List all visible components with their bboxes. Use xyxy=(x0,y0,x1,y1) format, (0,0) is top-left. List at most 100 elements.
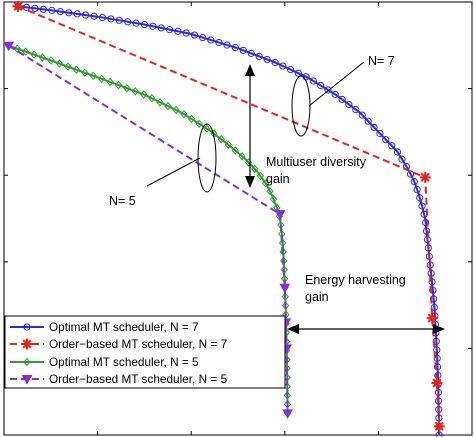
n7-label: N= 7 xyxy=(368,54,395,68)
data-point xyxy=(433,363,442,371)
data-point xyxy=(123,83,131,93)
n5-label: N= 5 xyxy=(109,194,136,208)
data-point xyxy=(283,400,292,409)
data-point xyxy=(231,146,239,155)
data-point xyxy=(247,49,255,57)
data-point xyxy=(263,55,271,64)
data-point xyxy=(215,38,223,47)
data-point xyxy=(48,6,56,14)
data-point xyxy=(199,33,207,42)
data-point xyxy=(131,87,140,96)
data-point xyxy=(174,27,182,35)
data-point xyxy=(269,195,278,204)
data-point xyxy=(172,105,180,115)
data-point xyxy=(266,186,274,196)
legend-label: Optimal MT scheduler, N = 7 xyxy=(49,320,199,334)
data-point xyxy=(187,114,196,124)
data-point xyxy=(164,101,172,111)
data-point xyxy=(81,68,89,77)
data-point xyxy=(82,11,90,19)
data-point xyxy=(239,46,247,54)
axis-ticks xyxy=(4,2,472,435)
asterisk-stroke xyxy=(432,378,442,388)
data-point xyxy=(433,420,445,432)
data-point xyxy=(352,105,360,114)
data-point xyxy=(256,171,265,181)
data-point xyxy=(294,69,302,77)
series-line xyxy=(8,44,289,414)
data-point xyxy=(251,164,259,174)
data-point xyxy=(3,41,15,52)
data-point xyxy=(406,170,415,178)
data-point xyxy=(39,5,48,13)
annotation-layer: N= 7 N= 5 Multiuser diversity gain Energ… xyxy=(109,54,445,334)
asterisk-stroke xyxy=(420,172,430,182)
data-point xyxy=(364,117,372,125)
legend-marker xyxy=(23,323,31,331)
data-point xyxy=(281,292,289,301)
asterisk-stroke xyxy=(22,339,32,349)
data-point xyxy=(106,77,114,87)
series-1 xyxy=(12,0,445,432)
data-point xyxy=(223,41,231,49)
data-point xyxy=(31,4,39,12)
n5-pointer xyxy=(146,157,201,187)
asterisk-stroke xyxy=(434,421,444,431)
data-point xyxy=(203,124,211,133)
data-point xyxy=(376,129,384,138)
data-point xyxy=(338,95,346,103)
data-point xyxy=(65,9,73,17)
energy-gain-label-2: gain xyxy=(305,290,329,304)
data-point xyxy=(140,90,148,99)
data-point xyxy=(90,12,98,20)
multiuser-gain-label-2: gain xyxy=(266,172,290,186)
data-point xyxy=(165,26,174,34)
data-point xyxy=(426,312,438,324)
data-point xyxy=(124,18,132,26)
legend-entry-order-n7: Order−based MT scheduler, N = 7 xyxy=(10,337,227,351)
legend-marker xyxy=(23,357,31,367)
n7-pointer xyxy=(308,61,365,107)
data-point xyxy=(422,227,431,235)
data-point xyxy=(345,100,353,109)
data-point xyxy=(416,194,424,202)
data-point xyxy=(429,286,437,294)
data-point xyxy=(224,140,233,149)
data-point xyxy=(195,119,203,129)
data-point xyxy=(182,29,190,37)
data-point xyxy=(140,20,149,29)
data-point xyxy=(274,210,286,220)
data-point xyxy=(30,50,38,59)
data-point xyxy=(115,16,123,24)
data-point xyxy=(309,77,318,85)
data-point xyxy=(317,81,325,90)
data-point xyxy=(231,43,239,52)
data-point xyxy=(55,59,64,68)
legend-box xyxy=(4,315,286,389)
asterisk-stroke xyxy=(427,313,437,323)
legend: Optimal MT scheduler, N = 7 Order−based … xyxy=(4,315,286,389)
data-point xyxy=(107,15,115,23)
data-point xyxy=(433,346,441,354)
data-point xyxy=(72,65,81,74)
data-point xyxy=(419,171,431,183)
data-point xyxy=(430,303,438,311)
data-point xyxy=(393,148,402,156)
data-point xyxy=(413,186,421,194)
multiuser-gain-arrowhead-bottom xyxy=(245,176,255,188)
data-point xyxy=(382,136,390,144)
data-point xyxy=(433,354,441,362)
series-3 xyxy=(3,41,293,419)
data-point xyxy=(156,97,164,107)
legend-entry-optimal-n5: Optimal MT scheduler, N = 5 xyxy=(10,355,199,369)
data-point xyxy=(56,7,64,16)
legend-entry-optimal-n7: Optimal MT scheduler, N = 7 xyxy=(10,320,199,334)
n7-ellipse xyxy=(291,75,311,137)
data-point xyxy=(98,74,106,84)
multiuser-gain-arrowhead-top xyxy=(245,64,255,76)
data-point xyxy=(427,269,435,278)
data-point xyxy=(279,247,287,257)
data-point xyxy=(428,278,436,286)
data-point xyxy=(418,202,426,210)
data-point xyxy=(38,53,47,62)
